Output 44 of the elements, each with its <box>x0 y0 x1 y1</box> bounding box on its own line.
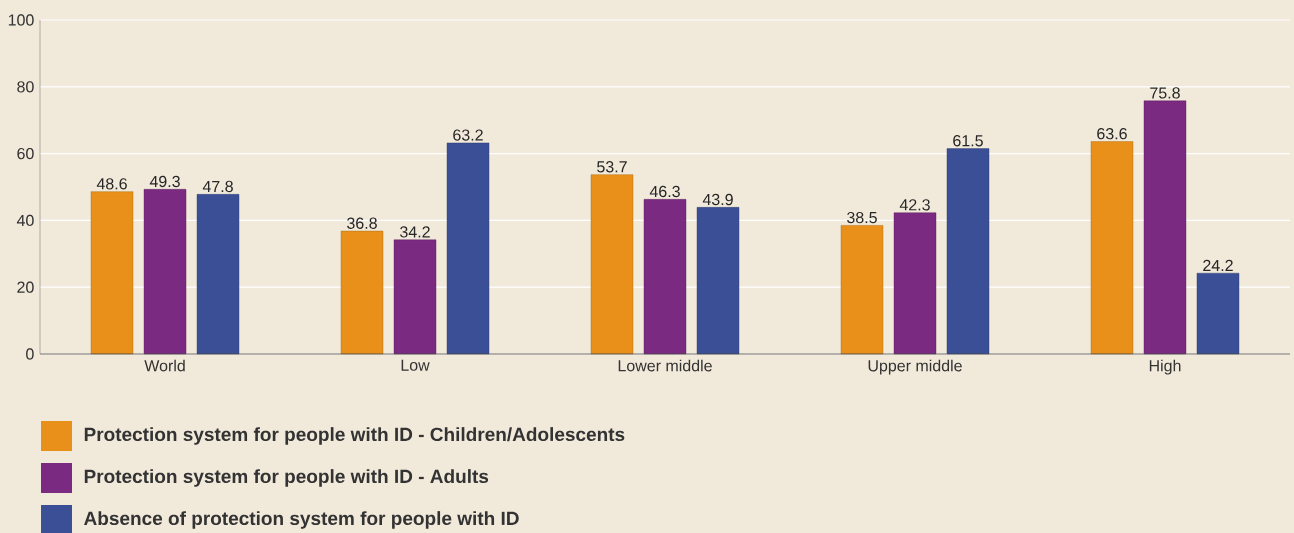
data-label: 63.2 <box>453 129 483 141</box>
data-label: 34.2 <box>400 226 430 238</box>
data-label: 53.7 <box>597 161 627 173</box>
bar <box>893 212 937 355</box>
y-tick-label: 60 <box>17 147 34 160</box>
legend-label: Protection system for people with ID - Children/Adolescents <box>84 427 625 445</box>
bar <box>696 207 740 355</box>
data-label: 48.6 <box>96 178 127 190</box>
bar <box>90 191 134 355</box>
legend-label: Protection system for people with ID - Adults <box>84 469 489 487</box>
x-tick-label: High <box>1149 359 1181 375</box>
x-tick-label: Lower middle <box>618 359 712 372</box>
bar <box>840 225 884 355</box>
bar <box>946 148 990 355</box>
y-tick-label: 40 <box>16 214 34 227</box>
legend-label: Absence of protection system for people with ID <box>84 511 519 529</box>
bar <box>446 142 490 355</box>
data-label: 43.9 <box>702 193 733 206</box>
data-label: 46.3 <box>649 185 680 198</box>
data-label: 38.5 <box>847 211 877 224</box>
bar <box>393 239 437 355</box>
bar <box>1196 272 1240 355</box>
y-tick-label: 100 <box>8 14 34 26</box>
data-label: 42.3 <box>899 199 930 211</box>
bar <box>196 194 240 355</box>
x-tick-label: Low <box>401 359 430 371</box>
x-tick-label: World <box>144 359 185 372</box>
data-label: 47.8 <box>202 180 233 193</box>
y-tick-label: 20 <box>17 281 34 293</box>
bar <box>590 174 634 355</box>
bar <box>643 199 687 355</box>
y-tick-label: 0 <box>26 348 34 360</box>
x-tick-label: Upper middle <box>868 359 962 375</box>
bar <box>143 189 187 355</box>
data-label: 36.8 <box>347 217 377 229</box>
bar <box>340 230 384 355</box>
data-label: 49.3 <box>149 175 180 188</box>
data-label: 75.8 <box>1150 87 1180 99</box>
bar <box>1143 100 1187 355</box>
data-label: 24.2 <box>1203 259 1233 271</box>
y-tick-label: 80 <box>17 81 34 93</box>
data-label: 61.5 <box>953 135 983 147</box>
bar <box>1090 141 1134 355</box>
data-label: 63.6 <box>1097 128 1127 140</box>
